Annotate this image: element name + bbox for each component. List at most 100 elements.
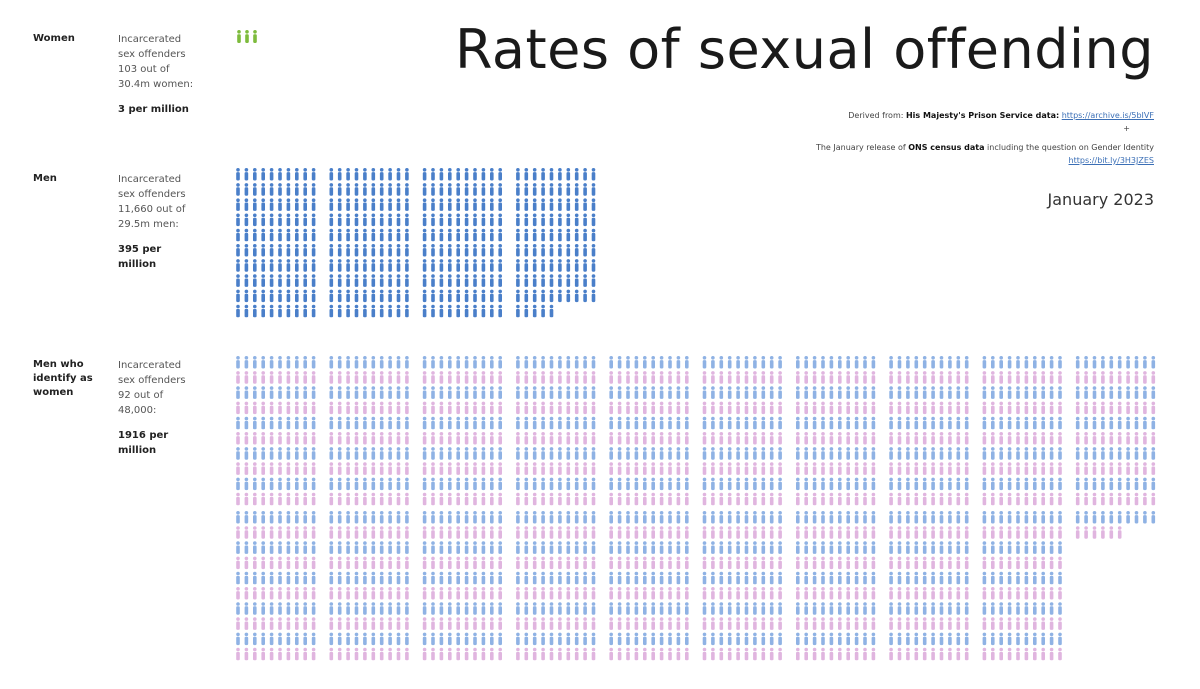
person-icon [481,259,486,272]
rate-men: 395 per million [118,244,162,270]
person-icon [931,556,935,570]
row-label-women: Women [33,33,75,44]
person-icon [481,447,486,460]
person-icon [838,371,842,384]
census-link[interactable]: https://bit.ly/3H3JZES [1068,156,1154,165]
person-icon [524,477,529,491]
person-icon [516,492,520,506]
person-icon [431,371,435,384]
person-icon [651,556,655,570]
person-icon [481,432,486,445]
person-icon [634,632,639,646]
person-icon [778,447,782,460]
person-icon [396,304,401,318]
person-icon [906,587,910,600]
person-icon [727,602,732,615]
person-icon [1151,447,1156,460]
person-icon [991,556,995,570]
person-icon [956,401,961,415]
person-icon [778,556,782,570]
person-icon [261,198,266,211]
person-icon [668,632,672,646]
person-icon [744,477,749,491]
person-icon [379,289,384,303]
person-icon [956,356,961,369]
person-icon [753,386,757,399]
person-icon [727,416,732,430]
person-icon [473,541,477,554]
person-icon [574,602,579,615]
person-icon [473,356,477,369]
person-icon [549,447,554,460]
person-icon [286,492,291,506]
person-icon [1024,647,1029,661]
person-icon [761,386,766,399]
source-link[interactable]: https://archive.is/5bIVF [1061,111,1154,120]
person-icon [812,526,817,539]
person-icon [889,462,893,475]
person-icon [964,462,969,475]
person-icon [236,447,240,460]
person-icon [1033,587,1037,600]
person-icon [574,617,579,630]
person-icon [278,647,282,661]
person-icon [549,477,554,491]
person-icon [549,462,554,475]
person-icon [1049,526,1054,539]
person-icon [329,477,334,491]
person-icon [1084,447,1088,460]
person-icon [863,541,867,554]
person-icon [363,356,367,369]
person-icon [736,556,740,570]
person-icon [278,259,282,272]
person-icon [244,386,249,399]
person-icon [1117,386,1122,399]
person-icon [804,432,808,445]
person-icon [897,647,902,661]
person-icon [1109,432,1114,445]
person-icon [464,647,469,661]
person-icon [897,571,902,585]
person-icon [422,447,427,460]
person-icon [922,541,927,554]
person-icon [379,492,384,506]
person-icon [583,556,587,570]
person-icon [804,632,808,646]
person-icon [311,447,316,460]
person-icon [914,602,919,615]
person-icon [643,416,647,430]
person-icon [914,416,919,430]
person-icon [914,447,919,460]
person-icon [396,526,401,539]
person-icon [1049,617,1054,630]
person-icon [1075,386,1080,399]
person-icon [286,447,291,460]
person-icon [727,371,732,384]
person-icon [295,304,299,318]
person-icon [753,432,757,445]
person-icon [829,432,834,445]
person-icon [1058,477,1062,491]
person-icon [524,371,529,384]
person-icon [889,571,893,585]
person-icon [685,371,689,384]
person-icon [448,213,452,227]
person-icon [481,632,486,646]
person-icon [897,416,902,430]
desc-line: 103 out of [118,64,170,75]
person-icon [456,274,461,287]
person-icon [922,587,927,600]
person-icon [549,213,554,227]
person-icon [1101,477,1105,491]
person-icon [354,617,359,630]
person-icon [1024,541,1029,554]
person-icon [532,511,537,524]
person-icon [1058,602,1062,615]
person-icon [371,259,376,272]
person-icon [490,259,494,272]
person-icon [405,632,409,646]
person-icon [1084,432,1088,445]
person-icon [481,571,486,585]
person-icon [1109,386,1114,399]
